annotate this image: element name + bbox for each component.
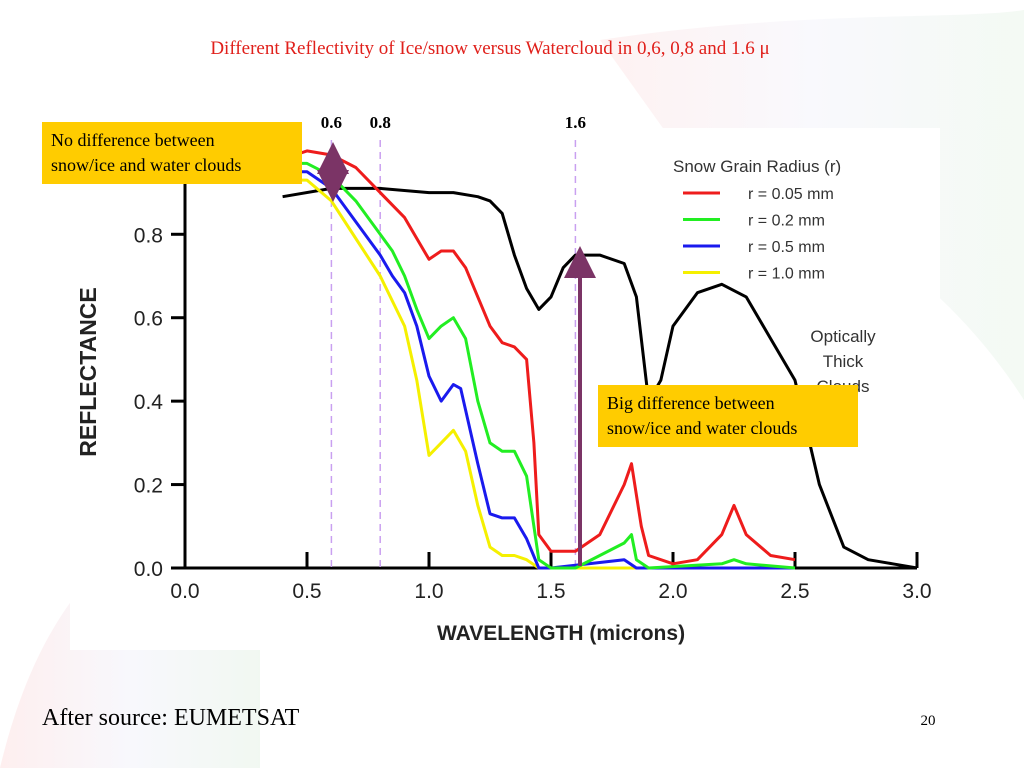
x-tick-label: 0.0 xyxy=(170,580,199,603)
slide-title: Different Reflectivity of Ice/snow versu… xyxy=(210,38,769,59)
page-number: 20 xyxy=(921,713,936,729)
marker-label: 0.8 xyxy=(370,113,391,132)
legend-label: r = 0.5 mm xyxy=(748,239,825,256)
annotation-box xyxy=(598,385,858,447)
legend-label: r = 0.05 mm xyxy=(748,186,834,203)
plot: 0.0 0.2 0.4 0.6 0.8 0.0 0.5 1.0 1.5 2.0 2.5 3.0 WAVE… xyxy=(75,113,932,645)
series-line xyxy=(294,161,796,570)
y-tick-label: 0.4 xyxy=(134,391,164,414)
marker-label: 1.6 xyxy=(565,113,586,132)
series-line xyxy=(294,149,796,566)
legend-title: Snow Grain Radius (r) xyxy=(673,157,841,176)
y-tick-label: 0.6 xyxy=(134,308,163,331)
annotation-box xyxy=(42,122,302,184)
cloud-label: Optically xyxy=(810,327,876,346)
x-tick-label: 0.5 xyxy=(292,580,321,603)
x-tick-label: 2.0 xyxy=(658,580,687,603)
annotation-text: Big difference between xyxy=(607,393,775,413)
y-axis-label: REFLECTANCE xyxy=(75,287,101,457)
annotation-text: snow/ice and water clouds xyxy=(51,155,241,175)
x-axis-label: WAVELENGTH (microns) xyxy=(437,622,685,645)
y-tick-label: 0.0 xyxy=(134,558,163,581)
legend-label: r = 0.2 mm xyxy=(748,213,825,230)
annotation-text: No difference between xyxy=(51,130,215,150)
annotation-text: snow/ice and water clouds xyxy=(607,418,797,438)
x-tick-label: 2.5 xyxy=(780,580,809,603)
y-tick-label: 0.8 xyxy=(134,224,163,247)
y-tick-label: 0.2 xyxy=(134,475,163,498)
x-tick-label: 3.0 xyxy=(902,580,931,603)
cloud-label: Thick xyxy=(823,352,864,371)
x-tick-label: 1.5 xyxy=(536,580,565,603)
x-tick-label: 1.0 xyxy=(414,580,443,603)
series-line xyxy=(294,178,795,570)
series-line xyxy=(294,170,795,570)
source: After source: EUMETSAT xyxy=(42,705,300,731)
legend-label: r = 1.0 mm xyxy=(748,266,825,283)
marker-label: 0.6 xyxy=(321,113,342,132)
